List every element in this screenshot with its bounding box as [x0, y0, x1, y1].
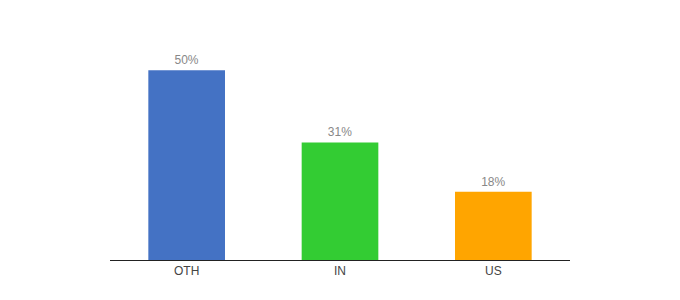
svg-text:18%: 18% — [481, 175, 505, 189]
svg-text:IN: IN — [334, 264, 346, 278]
svg-text:US: US — [485, 264, 502, 278]
svg-text:OTH: OTH — [174, 264, 199, 278]
svg-text:31%: 31% — [328, 125, 352, 139]
svg-text:50%: 50% — [174, 53, 198, 67]
